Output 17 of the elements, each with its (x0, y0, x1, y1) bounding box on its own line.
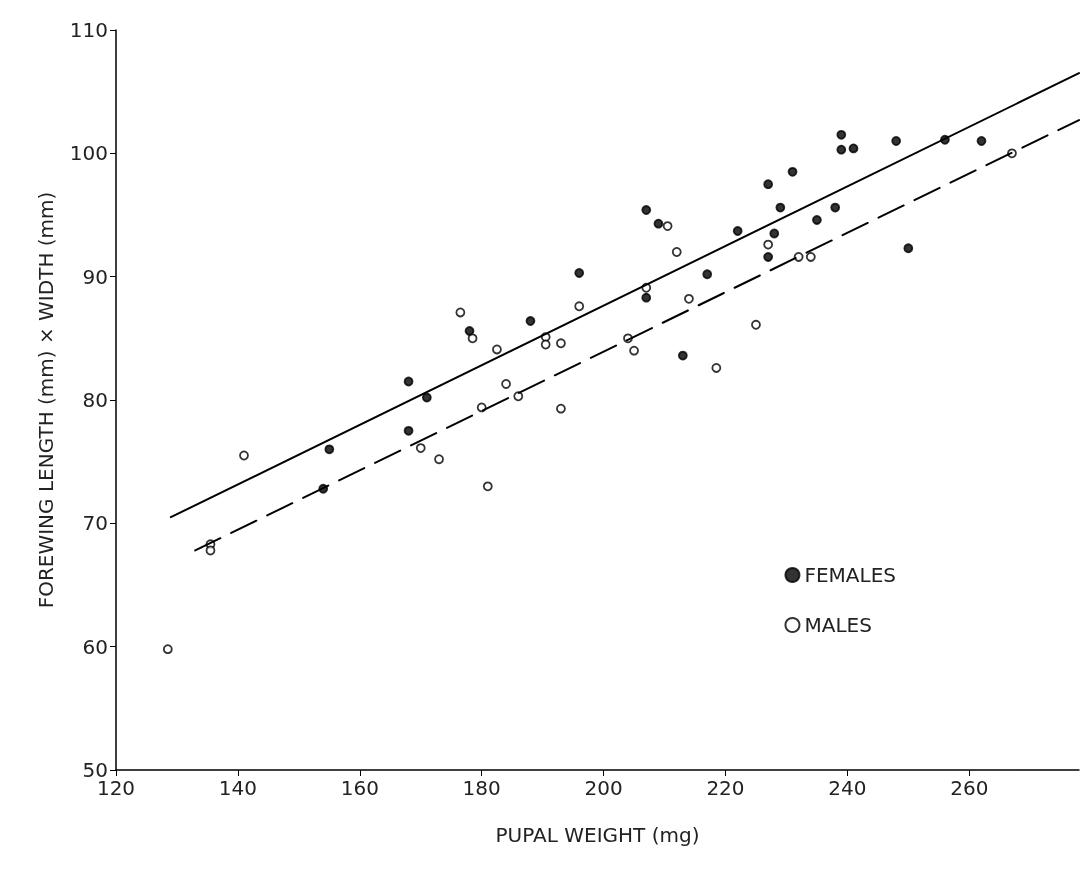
x-tick-label: 240 (828, 776, 867, 800)
y-axis-title: FOREWING LENGTH (mm) × WIDTH (mm) (34, 191, 58, 609)
y-tick-label: 110 (69, 18, 108, 42)
x-tick-label: 260 (950, 776, 989, 800)
y-tick-label: 70 (82, 511, 108, 536)
y-tick-label: 60 (82, 634, 108, 659)
legend-label: FEMALES (804, 563, 897, 587)
x-tick-label: 200 (584, 776, 623, 800)
x-tick-label: 140 (218, 776, 257, 800)
y-tick-label: 100 (69, 141, 108, 166)
x-tick-label: 160 (340, 776, 379, 800)
legend-label: MALES (804, 613, 872, 637)
y-tick-label: 80 (82, 388, 108, 412)
y-tick-label: 90 (82, 264, 108, 289)
x-axis-title: PUPAL WEIGHT (mg) (495, 823, 700, 847)
x-tick-label: 180 (462, 776, 501, 800)
x-tick-label: 220 (706, 776, 745, 800)
